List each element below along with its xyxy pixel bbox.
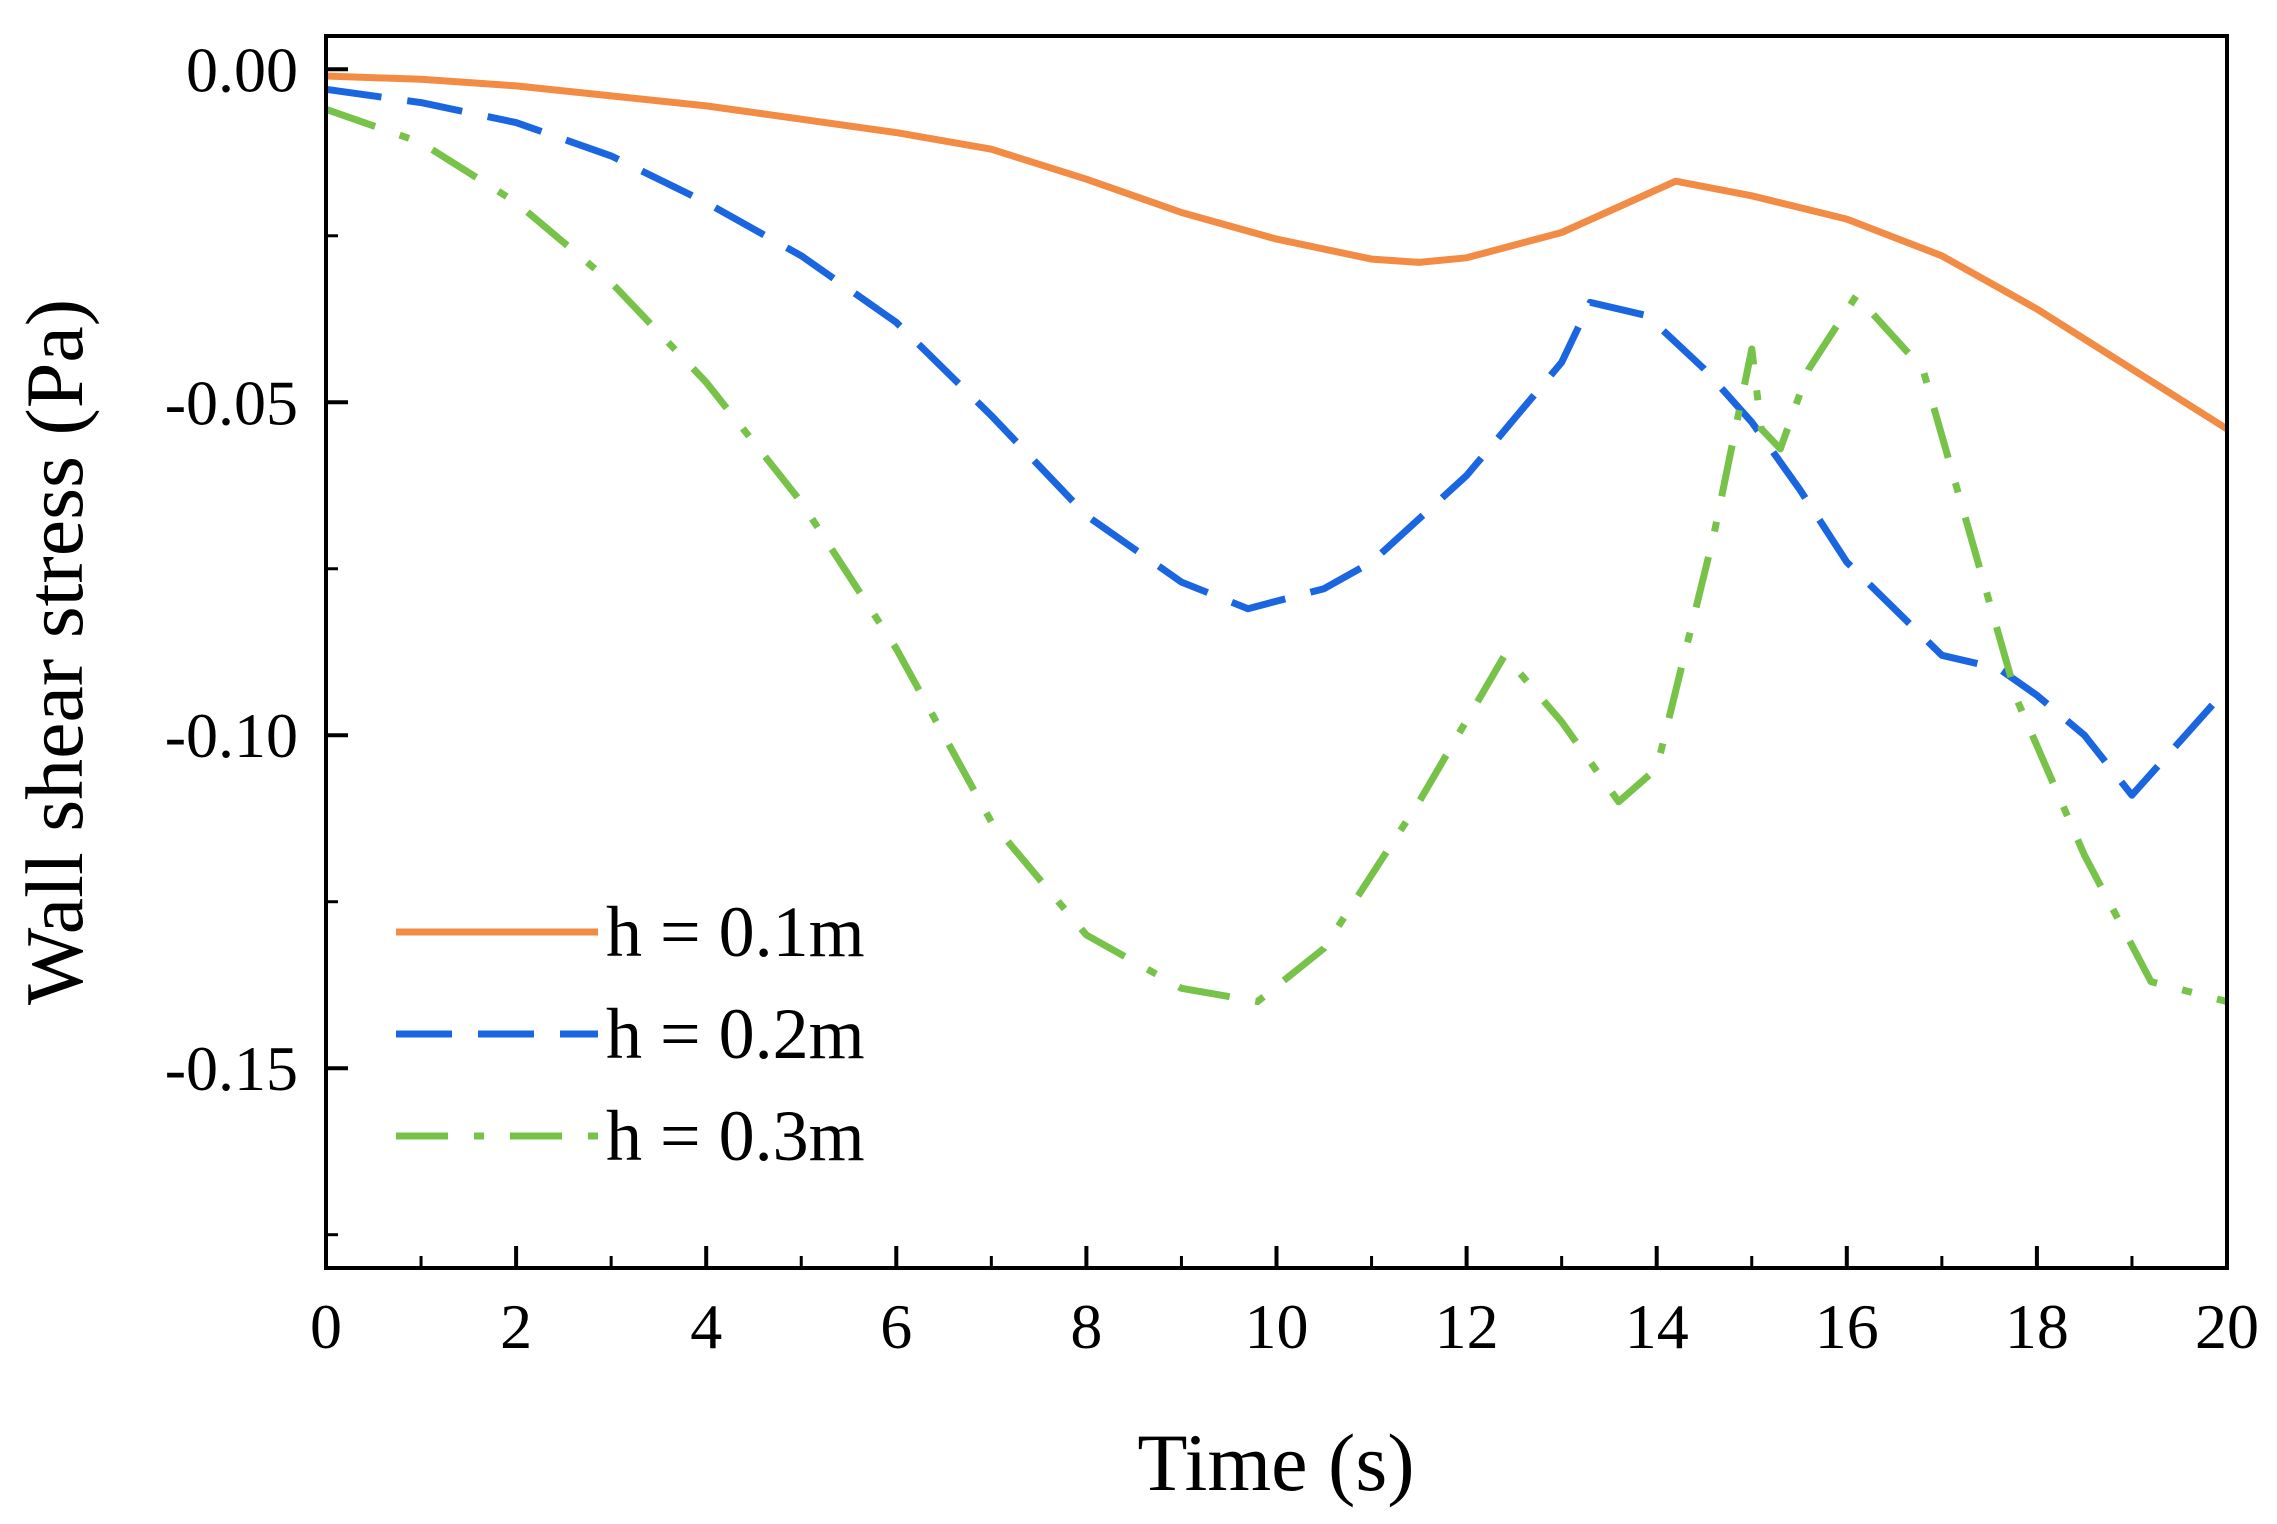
series-line-1 <box>325 72 2229 432</box>
legend: h = 0.1m h = 0.2m h = 0.3m <box>396 892 865 1176</box>
axes-layer: 0 2 4 6 8 10 12 14 16 18 20 0.00 -0.05 -0.10 -0.15 <box>165 34 2259 1362</box>
series-line-3 <box>324 105 2228 1006</box>
legend-label-2: h = 0.2m <box>606 994 865 1074</box>
x-tick-label: 18 <box>2005 1291 2069 1362</box>
y-tick-label: 0.00 <box>186 34 298 105</box>
x-tick-label: 12 <box>1435 1291 1499 1362</box>
y-axis-title: Wall shear stress (Pa) <box>9 299 100 1005</box>
y-tick-label: -0.10 <box>165 700 298 771</box>
x-tick-label: 8 <box>1070 1291 1102 1362</box>
legend-label-3: h = 0.3m <box>606 1096 865 1176</box>
legend-label-1: h = 0.1m <box>606 892 865 972</box>
y-tick-label: -0.15 <box>165 1033 298 1104</box>
x-tick-label: 10 <box>1245 1291 1309 1362</box>
series-layer <box>324 72 2230 1006</box>
x-tick-label: 2 <box>500 1291 532 1362</box>
x-tick-label: 0 <box>310 1291 342 1362</box>
x-tick-label: 20 <box>2195 1291 2259 1362</box>
plot-frame <box>324 34 2229 1270</box>
x-tick-label: 6 <box>880 1291 912 1362</box>
series-line-2 <box>325 85 2230 799</box>
x-axis-title: Time (s) <box>1137 1417 1414 1508</box>
x-tick-label: 4 <box>690 1291 722 1362</box>
x-tick-label: 16 <box>1815 1291 1879 1362</box>
x-tick-label: 14 <box>1625 1291 1689 1362</box>
y-tick-label: -0.05 <box>165 367 298 438</box>
